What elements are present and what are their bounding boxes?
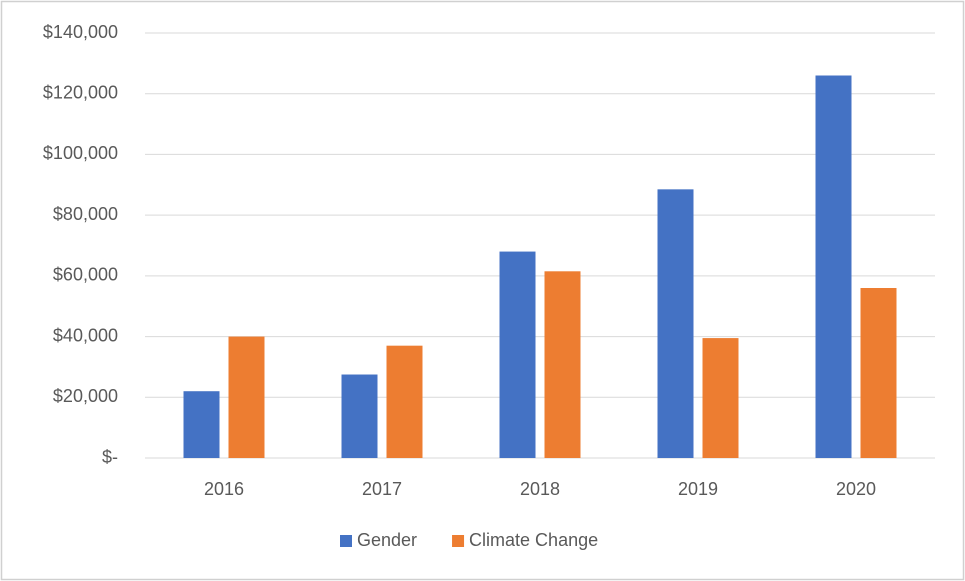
legend-swatch bbox=[340, 535, 352, 547]
y-tick-label: $140,000 bbox=[43, 22, 118, 42]
x-tick-label: 2017 bbox=[362, 479, 402, 499]
bar bbox=[815, 75, 852, 458]
x-tick-label: 2020 bbox=[836, 479, 876, 499]
y-tick-label: $60,000 bbox=[53, 265, 118, 285]
x-tick-label: 2018 bbox=[520, 479, 560, 499]
legend-label: Climate Change bbox=[469, 530, 598, 550]
bar bbox=[657, 189, 694, 458]
y-tick-label: $20,000 bbox=[53, 386, 118, 406]
bar bbox=[341, 374, 378, 458]
y-tick-label: $120,000 bbox=[43, 82, 118, 102]
legend-label: Gender bbox=[357, 530, 417, 550]
x-tick-label: 2019 bbox=[678, 479, 718, 499]
y-tick-label: $40,000 bbox=[53, 325, 118, 345]
y-tick-label: $100,000 bbox=[43, 143, 118, 163]
y-tick-label: $- bbox=[102, 447, 118, 467]
x-tick-label: 2016 bbox=[204, 479, 244, 499]
bar bbox=[228, 336, 265, 458]
bar bbox=[183, 391, 220, 458]
bar bbox=[499, 251, 536, 458]
y-tick-label: $80,000 bbox=[53, 204, 118, 224]
bar bbox=[544, 271, 581, 458]
bar bbox=[860, 288, 897, 458]
bar bbox=[702, 338, 739, 458]
bar bbox=[386, 345, 423, 458]
legend-swatch bbox=[452, 535, 465, 547]
